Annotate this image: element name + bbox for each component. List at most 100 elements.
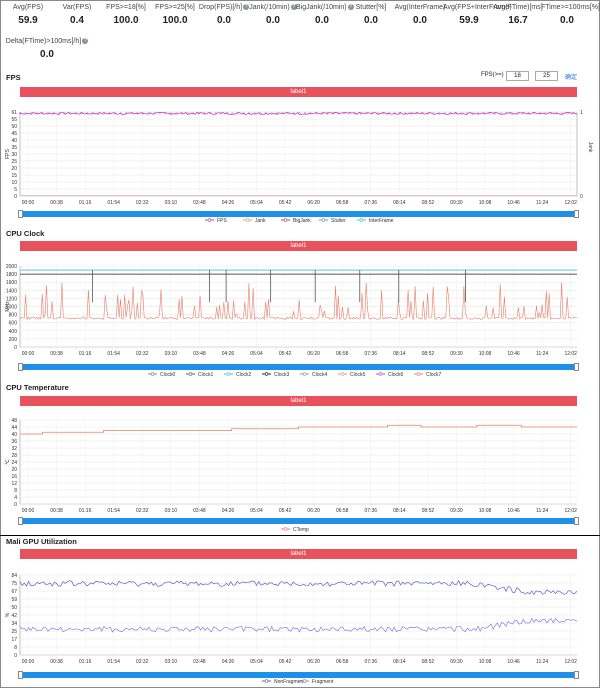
- fps-point: [164, 112, 167, 115]
- y-tick-label: 84: [11, 573, 17, 579]
- fps-threshold-input-2[interactable]: 25: [535, 71, 558, 81]
- slider-handle-left[interactable]: [18, 363, 23, 371]
- y-tick-label: 600: [9, 321, 18, 327]
- temp-chart-title: CPU Temperature: [6, 383, 69, 392]
- y-tick-label: 30: [11, 152, 17, 158]
- y-tick-label: 4: [14, 495, 17, 501]
- metric-value: 100.0: [113, 15, 139, 26]
- fps-point: [86, 112, 89, 115]
- fps-point: [231, 112, 234, 115]
- x-tick-label: 08:14: [393, 659, 406, 665]
- fps-point: [382, 112, 385, 115]
- x-tick-label: 06:58: [336, 508, 349, 514]
- x-tick-label: 11:24: [536, 351, 548, 357]
- x-tick-label: 01:16: [79, 200, 92, 206]
- x-tick-label: 11:24: [536, 659, 548, 665]
- x-tick-label: 07:36: [365, 508, 378, 514]
- fps-point: [365, 112, 368, 115]
- y-tick-label: 0: [14, 345, 17, 351]
- x-tick-label: 09:30: [450, 508, 463, 514]
- x-tick-label: 09:30: [450, 659, 463, 665]
- x-tick-label: 05:42: [279, 659, 292, 665]
- x-tick-label: 10:46: [507, 200, 520, 206]
- legend-marker: [226, 372, 231, 376]
- fps-point: [337, 112, 340, 115]
- legend-item: Fragment: [300, 679, 334, 685]
- fps-point: [63, 112, 66, 115]
- fps-point: [169, 112, 172, 115]
- legend-label: Clock5: [350, 372, 366, 378]
- fps-point: [58, 112, 61, 115]
- help-icon[interactable]: ?: [243, 4, 250, 11]
- y-tick-label: 2000: [6, 264, 17, 270]
- fps-point: [41, 112, 44, 115]
- legend-item: InterFrame: [357, 218, 394, 224]
- fps-point: [287, 112, 290, 115]
- fps-zoom-slider[interactable]: [18, 210, 579, 218]
- x-tick-label: 04:26: [222, 659, 235, 665]
- metric-label-text: Stutter[%]: [355, 4, 387, 11]
- x-tick-label: 08:52: [422, 659, 435, 665]
- fps-point: [281, 112, 284, 115]
- legend-marker: [302, 372, 307, 376]
- help-icon[interactable]: ?: [82, 38, 89, 45]
- slider-handle-right[interactable]: [574, 363, 579, 371]
- fps-point: [572, 112, 575, 115]
- slider-handle-right[interactable]: [574, 517, 579, 525]
- metric-card: Jank(/10min)? 0.0: [247, 4, 299, 26]
- fps-chart-title: FPS: [6, 73, 21, 82]
- metric-label: Avg(FPS+InterFrame): [443, 4, 512, 11]
- x-tick-label: 11:24: [536, 508, 548, 514]
- x-tick-label: 08:14: [393, 508, 406, 514]
- x-tick-label: 05:04: [250, 351, 263, 357]
- metric-value: 0.0: [217, 15, 231, 26]
- metric-label-text: FTime>=100ms[%]: [541, 4, 600, 11]
- fps-point: [225, 112, 228, 115]
- legend-marker: [416, 372, 421, 376]
- fps-point: [30, 112, 33, 115]
- legend-label: Jank: [255, 218, 266, 224]
- fps-apply-link[interactable]: 确定: [565, 75, 578, 81]
- legend-marker: [150, 372, 155, 376]
- fps-point: [253, 112, 256, 115]
- fps-point: [432, 112, 435, 115]
- x-tick-label: 00:00: [22, 200, 35, 206]
- cpu-chart-title: CPU Clock: [6, 229, 45, 238]
- temp-zoom-slider[interactable]: [18, 517, 579, 525]
- x-tick-label: 03:48: [193, 200, 206, 206]
- x-tick-label: 06:20: [307, 508, 320, 514]
- fps-point: [259, 112, 262, 115]
- slider-handle-left[interactable]: [18, 210, 23, 218]
- fps-point: [298, 112, 301, 115]
- x-tick-label: 06:58: [336, 351, 349, 357]
- x-tick-label: 08:52: [422, 351, 435, 357]
- fps-point: [505, 112, 508, 115]
- slider-handle-left[interactable]: [18, 517, 23, 525]
- cpu-zoom-slider[interactable]: [18, 363, 579, 371]
- legend-label: Clock7: [426, 372, 442, 378]
- fps-point: [494, 112, 497, 115]
- gpu-zoom-slider[interactable]: [18, 671, 579, 679]
- fps-threshold-input-1[interactable]: 18: [506, 71, 529, 81]
- legend-label: NonFragment: [274, 679, 305, 685]
- help-icon[interactable]: ?: [347, 4, 354, 11]
- x-tick-label: 06:58: [336, 659, 349, 665]
- slider-handle-left[interactable]: [18, 671, 23, 679]
- slider-handle-right[interactable]: [574, 210, 579, 218]
- help-icon[interactable]: ?: [290, 4, 297, 11]
- x-tick-label: 00:38: [50, 508, 63, 514]
- legend-item: Clock4: [300, 372, 328, 378]
- fps-point: [91, 112, 94, 115]
- y-tick-label: 25: [11, 159, 17, 165]
- metric-card: Avg(FPS+InterFrame) 59.9: [443, 4, 512, 26]
- fps-point: [46, 112, 49, 115]
- clock7-series-line: [19, 282, 578, 321]
- slider-handle-right[interactable]: [574, 671, 579, 679]
- metric-value: 0.0: [413, 15, 427, 26]
- x-tick-label: 06:58: [336, 200, 349, 206]
- metric-value: 0.0: [40, 49, 54, 60]
- metric-card: Avg(InterFrame) 0.0: [394, 4, 446, 26]
- legend-item: Clock3: [262, 372, 290, 378]
- fps-point: [527, 112, 530, 115]
